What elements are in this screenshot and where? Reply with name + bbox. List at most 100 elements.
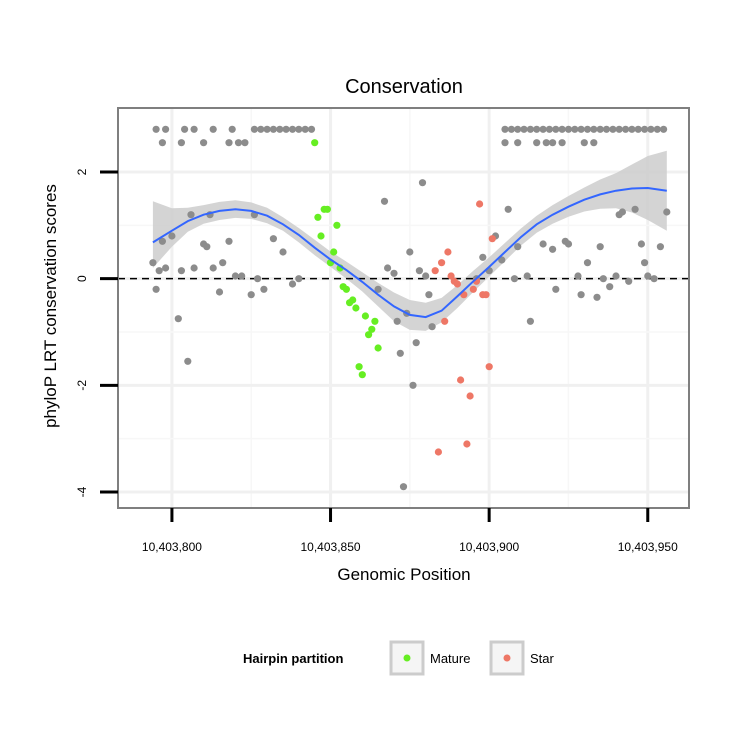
point-other-112 bbox=[552, 285, 560, 293]
point-other-36 bbox=[590, 125, 598, 133]
point-other-12 bbox=[250, 125, 258, 133]
point-other-17 bbox=[282, 125, 290, 133]
point-other-57 bbox=[152, 285, 160, 293]
point-mature-13 bbox=[352, 304, 360, 312]
point-other-117 bbox=[583, 259, 592, 267]
point-star-11 bbox=[466, 392, 474, 400]
x-tick-label-0: 10,403,800 bbox=[142, 540, 202, 554]
point-star-1 bbox=[434, 448, 442, 456]
point-other-9 bbox=[228, 125, 236, 133]
point-other-55 bbox=[590, 139, 598, 147]
point-other-60 bbox=[162, 264, 170, 272]
point-other-122 bbox=[612, 272, 620, 280]
point-other-92 bbox=[406, 248, 414, 256]
point-other-40 bbox=[615, 125, 623, 133]
point-other-78 bbox=[254, 275, 262, 283]
point-other-86 bbox=[384, 264, 392, 272]
point-other-52 bbox=[549, 139, 557, 147]
point-other-99 bbox=[428, 323, 436, 331]
point-other-6 bbox=[200, 139, 208, 147]
point-other-26 bbox=[526, 125, 535, 133]
point-other-89 bbox=[396, 349, 404, 357]
point-other-53 bbox=[558, 139, 566, 147]
point-other-73 bbox=[225, 237, 233, 245]
point-star-3 bbox=[441, 317, 449, 325]
point-other-46 bbox=[653, 125, 661, 133]
point-mature-12 bbox=[349, 296, 357, 304]
point-other-63 bbox=[177, 267, 185, 275]
point-other-50 bbox=[533, 139, 541, 147]
point-other-130 bbox=[650, 275, 658, 283]
point-other-54 bbox=[580, 139, 588, 147]
smooth-line-layer bbox=[152, 186, 667, 319]
point-mature-4 bbox=[323, 205, 331, 213]
point-other-28 bbox=[539, 125, 547, 133]
x-tick-label-3: 10,403,950 bbox=[618, 540, 678, 554]
point-other-84 bbox=[374, 285, 382, 293]
point-other-108 bbox=[523, 272, 531, 280]
point-star-14 bbox=[476, 200, 484, 208]
point-other-109 bbox=[526, 317, 535, 325]
point-other-93 bbox=[409, 381, 417, 389]
y-tick-label-1: -2 bbox=[75, 380, 89, 391]
point-other-129 bbox=[644, 272, 652, 280]
point-other-110 bbox=[539, 240, 547, 248]
point-other-56 bbox=[149, 259, 157, 267]
point-other-64 bbox=[184, 357, 192, 365]
point-other-125 bbox=[625, 277, 633, 285]
point-other-128 bbox=[641, 259, 649, 267]
legend-title: Hairpin partition bbox=[243, 651, 343, 666]
point-mature-1 bbox=[314, 213, 322, 221]
point-star-18 bbox=[488, 235, 496, 243]
x-tick-label-2: 10,403,900 bbox=[459, 540, 519, 554]
point-other-76 bbox=[247, 291, 255, 299]
point-other-111 bbox=[549, 245, 557, 253]
point-other-3 bbox=[177, 139, 185, 147]
point-other-87 bbox=[390, 269, 398, 277]
point-other-41 bbox=[622, 125, 630, 133]
point-mature-7 bbox=[333, 221, 341, 229]
point-other-80 bbox=[269, 235, 277, 243]
point-mature-10 bbox=[342, 285, 350, 293]
point-star-12 bbox=[469, 285, 477, 293]
point-other-101 bbox=[479, 253, 487, 261]
point-other-27 bbox=[533, 125, 541, 133]
point-other-116 bbox=[577, 291, 585, 299]
point-other-5 bbox=[190, 125, 198, 133]
point-other-14 bbox=[263, 125, 271, 133]
point-other-115 bbox=[574, 272, 582, 280]
point-mature-19 bbox=[371, 317, 379, 325]
point-other-2 bbox=[162, 125, 170, 133]
point-other-0 bbox=[152, 125, 160, 133]
point-other-81 bbox=[279, 248, 287, 256]
y-tick-label-2: 0 bbox=[75, 275, 89, 282]
x-axis-label: Genomic Position bbox=[337, 565, 470, 584]
point-star-8 bbox=[457, 376, 465, 384]
point-other-95 bbox=[415, 267, 423, 275]
point-other-83 bbox=[295, 275, 303, 283]
legend-point-star bbox=[503, 654, 511, 662]
point-other-74 bbox=[231, 272, 239, 280]
plot-border bbox=[117, 107, 690, 509]
point-other-96 bbox=[418, 179, 427, 187]
point-other-39 bbox=[609, 125, 617, 133]
point-mature-15 bbox=[358, 371, 366, 379]
point-other-30 bbox=[552, 125, 560, 133]
point-other-33 bbox=[571, 125, 579, 133]
point-other-61 bbox=[168, 232, 176, 240]
y-tick-label-0: -4 bbox=[75, 486, 89, 497]
point-other-35 bbox=[583, 125, 592, 133]
point-other-106 bbox=[510, 275, 519, 283]
point-mature-2 bbox=[317, 232, 325, 240]
point-other-16 bbox=[276, 125, 284, 133]
point-mature-17 bbox=[365, 331, 373, 339]
point-other-45 bbox=[647, 125, 655, 133]
point-other-94 bbox=[412, 339, 420, 347]
y-axis: -4 -2 0 2 bbox=[75, 168, 118, 497]
point-other-59 bbox=[158, 237, 166, 245]
point-other-8 bbox=[225, 139, 233, 147]
point-other-88 bbox=[393, 317, 401, 325]
point-other-90 bbox=[399, 483, 408, 491]
point-mature-6 bbox=[330, 248, 338, 256]
point-other-82 bbox=[288, 280, 297, 288]
